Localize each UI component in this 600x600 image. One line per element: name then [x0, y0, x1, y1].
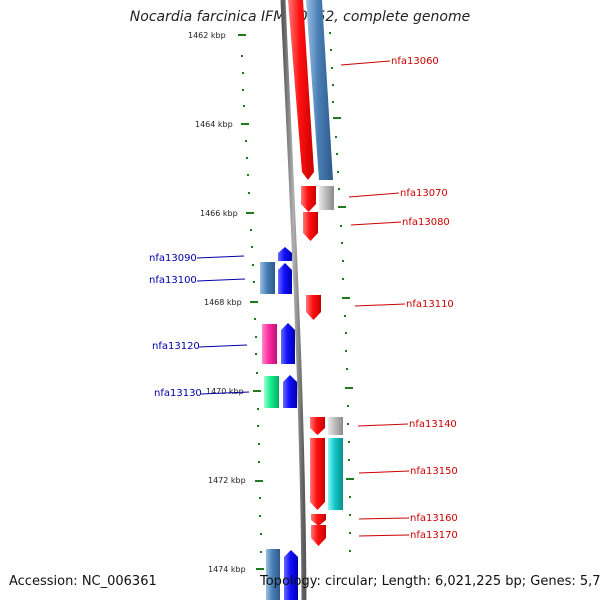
leader-nfa13080	[350, 221, 402, 226]
kbp-label: 1462 kbp	[188, 31, 226, 40]
gene-magenta[interactable]	[262, 324, 277, 364]
kbp-label: 1474 kbp	[208, 565, 246, 574]
leader-nfa13170	[358, 534, 410, 537]
kbp-label: 1466 kbp	[200, 209, 238, 218]
gene-nfa13060[interactable]	[288, 0, 314, 180]
gene-gray-1[interactable]	[319, 186, 334, 210]
forward-strand-genes	[288, 0, 343, 546]
leader-nfa13090	[196, 255, 245, 259]
gene-mint[interactable]	[264, 376, 279, 408]
gene-steel-small[interactable]	[260, 262, 275, 294]
scale-ticks	[238, 32, 354, 570]
kbp-label: 1470 kbp	[206, 387, 244, 396]
reverse-strand-genes	[260, 247, 298, 600]
gene-label-nfa13120[interactable]: nfa13120	[152, 341, 200, 352]
gene-blue-bottom[interactable]	[284, 550, 298, 600]
gene-nfa13110[interactable]	[306, 295, 321, 320]
leader-nfa13140	[357, 423, 409, 427]
topology-label: Topology: circular; Length: 6,021,225 bp…	[260, 574, 600, 589]
accession-label: Accession: NC_006361	[9, 574, 157, 589]
leader-nfa13130	[200, 391, 250, 395]
gene-label-nfa13080[interactable]: nfa13080	[402, 217, 450, 228]
gene-label-nfa13140[interactable]: nfa13140	[409, 419, 457, 430]
gene-steel-bottom[interactable]	[266, 549, 280, 600]
gene-nfa13150[interactable]	[310, 438, 325, 510]
gene-nfa13120[interactable]	[281, 323, 295, 364]
gene-label-nfa13060[interactable]: nfa13060	[391, 56, 439, 67]
gene-label-nfa13110[interactable]: nfa13110	[406, 299, 454, 310]
kbp-label: 1464 kbp	[195, 120, 233, 129]
gene-nfa13070[interactable]	[301, 186, 316, 212]
leader-nfa13070	[348, 192, 400, 198]
gene-nfa13080[interactable]	[303, 212, 318, 241]
gene-nfa13100[interactable]	[278, 263, 292, 294]
genome-backbone	[280, 0, 307, 600]
leader-nfa13120	[198, 344, 248, 348]
gene-label-nfa13090[interactable]: nfa13090	[149, 253, 197, 264]
gene-nfa13160[interactable]	[311, 514, 326, 526]
gene-label-nfa13160[interactable]: nfa13160	[410, 513, 458, 524]
gene-label-nfa13170[interactable]: nfa13170	[410, 530, 458, 541]
gene-nfa13170[interactable]	[311, 525, 326, 546]
gene-nfa13140[interactable]	[310, 417, 325, 435]
gene-nfa13090[interactable]	[278, 247, 292, 261]
gene-nfa13130[interactable]	[283, 375, 297, 408]
gene-label-nfa13100[interactable]: nfa13100	[149, 275, 197, 286]
kbp-label: 1472 kbp	[208, 476, 246, 485]
leader-nfa13060	[340, 60, 391, 66]
gene-label-nfa13130[interactable]: nfa13130	[154, 388, 202, 399]
gene-label-nfa13070[interactable]: nfa13070	[400, 188, 448, 199]
leader-nfa13100	[196, 278, 246, 282]
gene-cyan[interactable]	[328, 438, 343, 510]
leader-nfa13110	[354, 303, 406, 307]
gene-steel-large[interactable]	[306, 0, 333, 180]
gene-label-nfa13150[interactable]: nfa13150	[410, 466, 458, 477]
gene-gray-2[interactable]	[328, 417, 343, 435]
leader-nfa13150	[358, 470, 410, 474]
leader-nfa13160	[358, 517, 410, 520]
kbp-label: 1468 kbp	[204, 298, 242, 307]
